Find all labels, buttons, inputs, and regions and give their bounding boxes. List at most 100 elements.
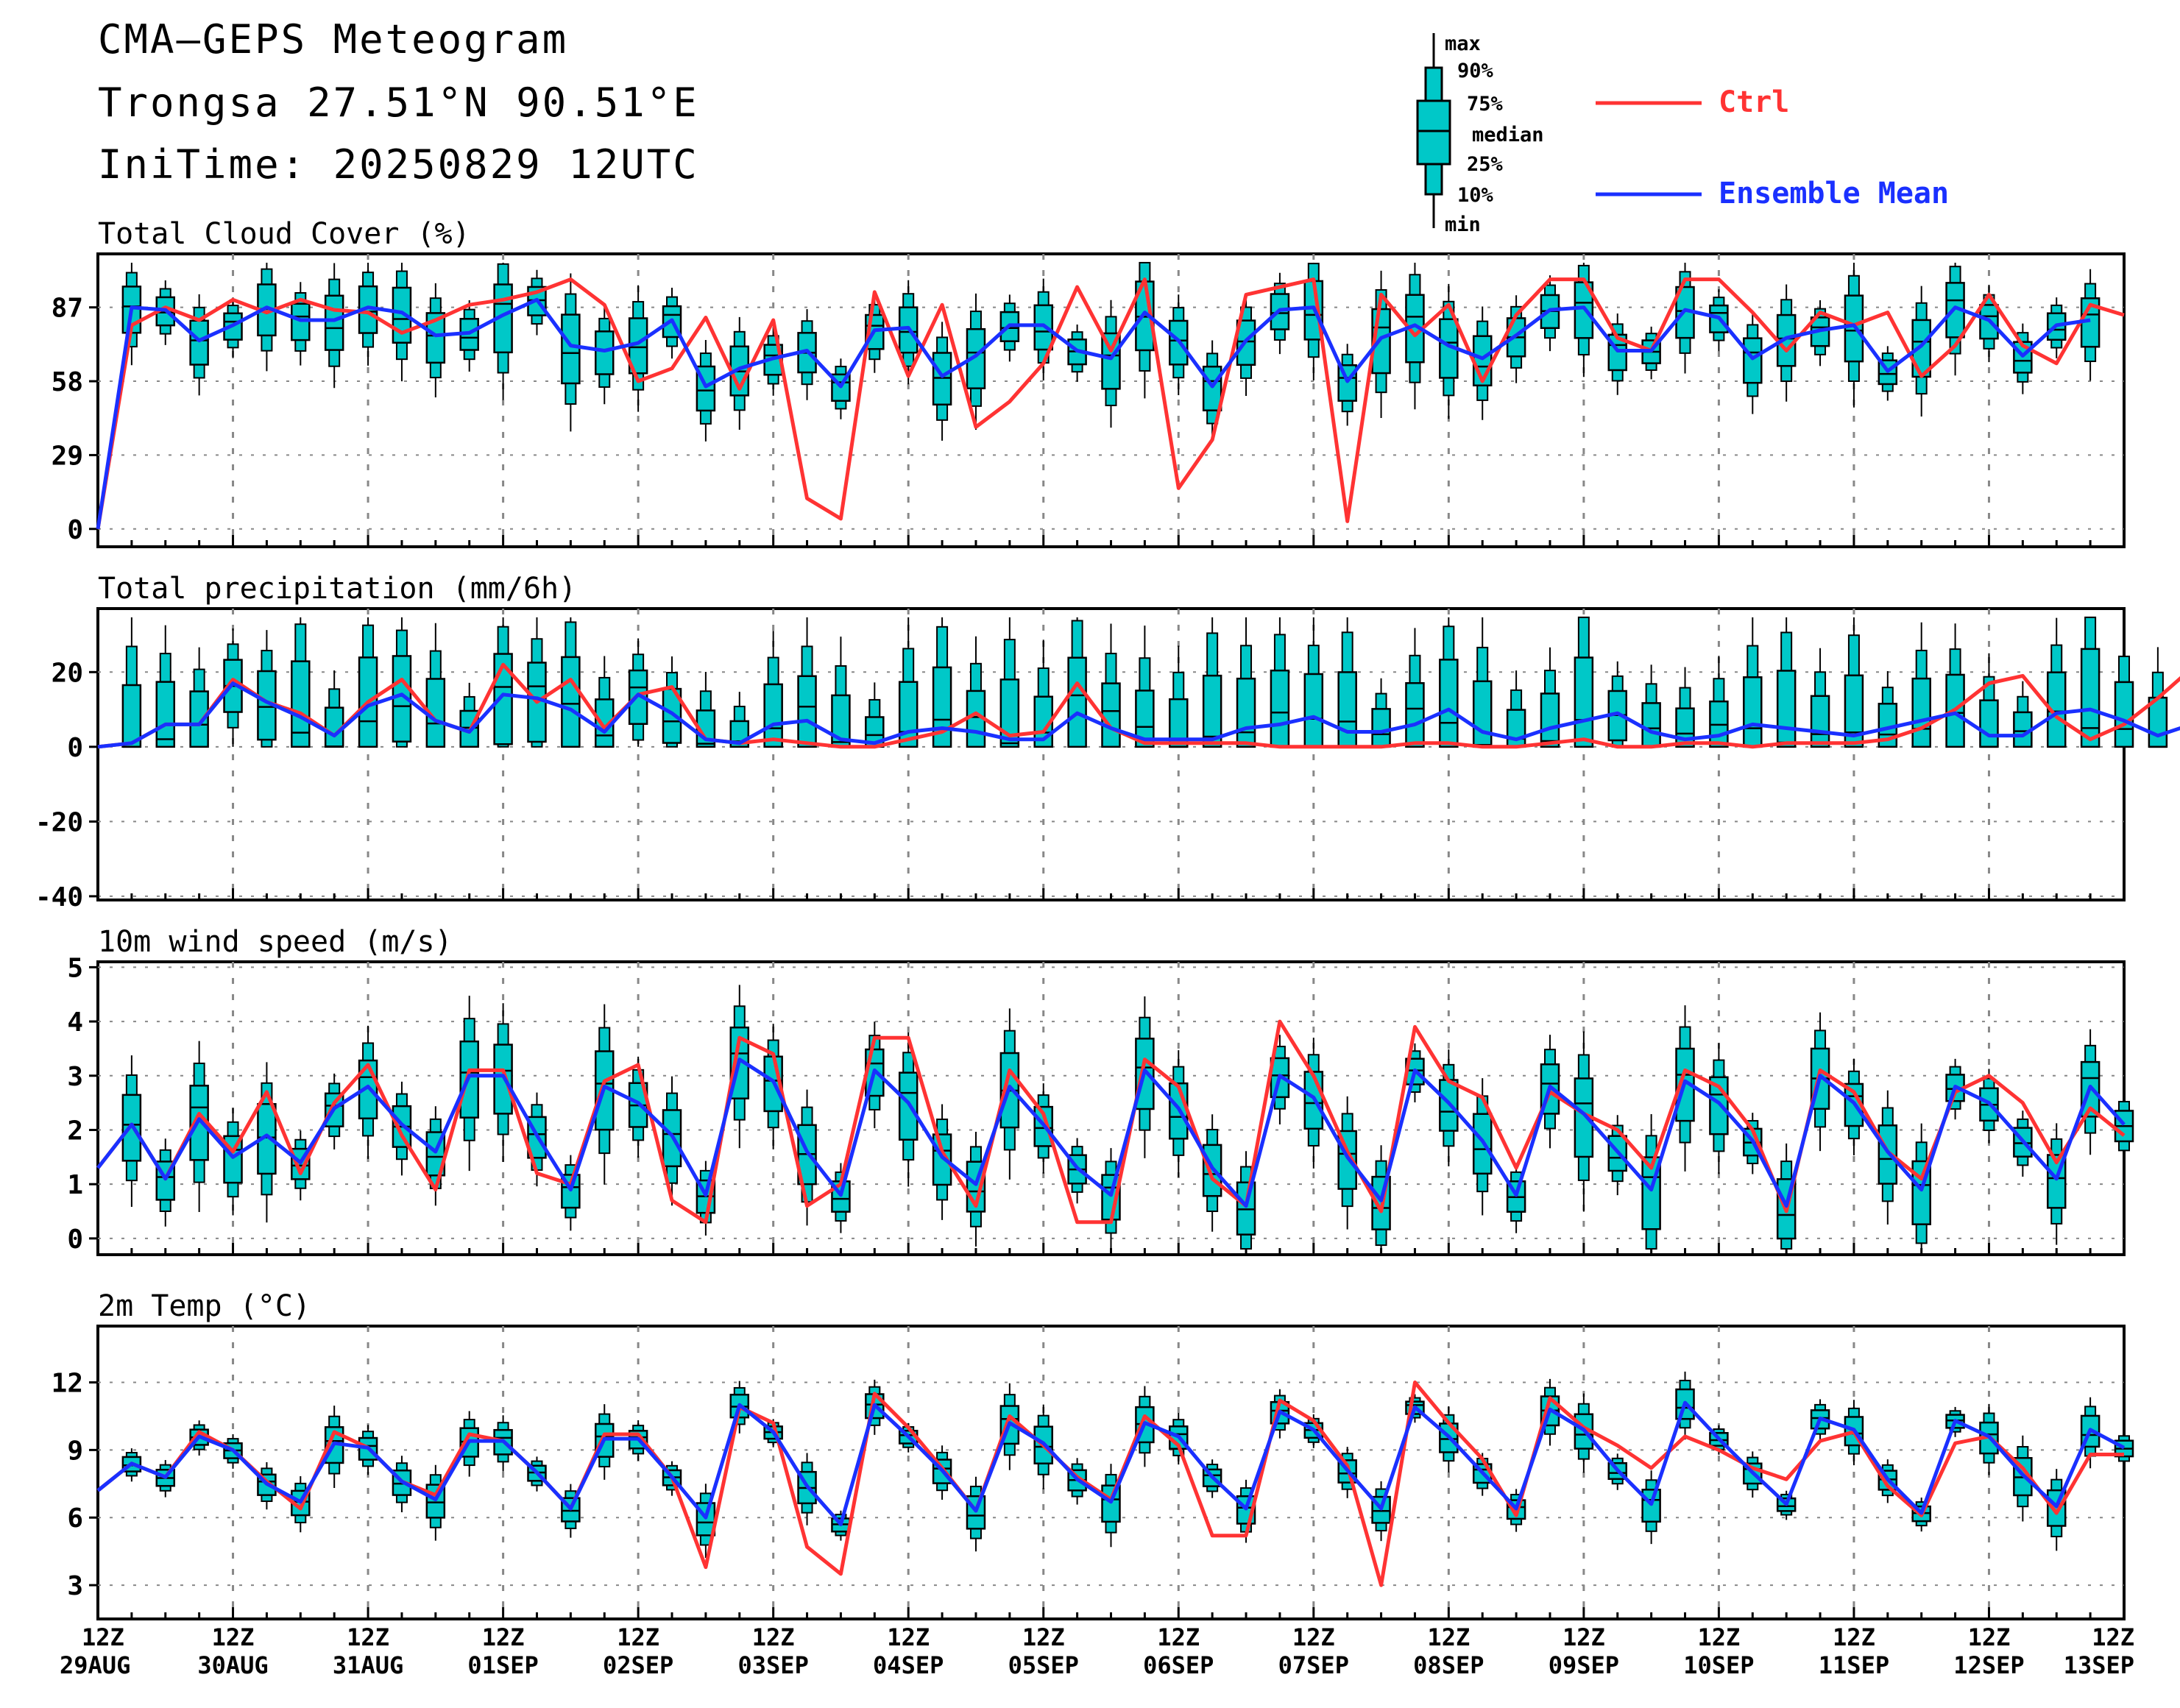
y-tick-label: 3 <box>67 1571 83 1601</box>
x-date-label: 31AUG <box>333 1651 403 1679</box>
legend-ctrl-label: Ctrl <box>1719 85 1789 119</box>
panel-title: Total precipitation (mm/6h) <box>98 572 576 606</box>
x-hour-label: 12Z <box>617 1623 659 1651</box>
box-25-75 <box>291 660 311 748</box>
x-hour-label: 12Z <box>82 1623 124 1651</box>
box-25-75 <box>1810 695 1830 748</box>
legend: max 90% 75% median 25% 10% min Ctrl Ensemble Mea… <box>1416 32 1949 236</box>
ensemble-box <box>1945 262 1965 376</box>
ensemble-box <box>121 617 142 748</box>
box-25-75 <box>1574 656 1594 748</box>
ensemble-box <box>2114 1431 2134 1468</box>
ensemble-box <box>1303 617 1324 748</box>
ensemble-box <box>493 617 513 748</box>
box-25-75 <box>1472 680 1493 748</box>
ensemble-box <box>1743 617 1763 748</box>
legend-box-label: 10% <box>1457 184 1494 207</box>
x-date-label: 05SEP <box>1008 1651 1079 1679</box>
x-hour-label: 12Z <box>1833 1623 1875 1651</box>
ensemble-box <box>1945 623 1965 748</box>
x-hour-label: 12Z <box>1292 1623 1335 1651</box>
ensemble-box <box>1844 1400 1864 1466</box>
ensemble-box <box>2013 1110 2033 1177</box>
x-date-label: 10SEP <box>1683 1651 1754 1679</box>
ensemble-box <box>257 262 277 372</box>
box-25-75 <box>1303 673 1324 748</box>
y-tick-label: 12 <box>52 1369 83 1399</box>
box-25-75 <box>1776 670 1797 748</box>
panel-1: Total precipitation (mm/6h) -40 -20 0 20 <box>35 572 2180 913</box>
x-hour-label: 12Z <box>1698 1623 1741 1651</box>
panel-title: 10m wind speed (m/s) <box>98 925 453 959</box>
x-hour-label: 12Z <box>2092 1623 2134 1651</box>
box-25-75 <box>121 684 142 748</box>
ensemble-box <box>2046 1123 2067 1245</box>
ensemble-box <box>898 617 919 748</box>
ensemble-mean-series-line <box>96 1057 2126 1208</box>
location-label: Trongsa 27.51°N 90.51°E <box>98 79 699 126</box>
box-25-75 <box>1101 682 1121 748</box>
y-tick-label: 0 <box>67 1225 83 1255</box>
ensemble-box <box>189 294 209 396</box>
panel-title: Total Cloud Cover (%) <box>98 217 470 251</box>
ensemble-box <box>1979 653 1999 748</box>
legend-box-label: 25% <box>1467 153 1504 176</box>
box-25-75 <box>1844 294 1864 363</box>
ensemble-box <box>966 1132 986 1247</box>
ensemble-box <box>1574 616 1594 748</box>
ensemble-box <box>1067 325 1087 382</box>
box-25-75 <box>1202 365 1222 411</box>
ensemble-box <box>662 1076 682 1206</box>
ensemble-box <box>1337 344 1357 426</box>
ensemble-box <box>696 340 716 442</box>
box-25-75 <box>797 675 817 748</box>
ensemble-box <box>1776 617 1797 748</box>
legend-box-label: min <box>1445 213 1481 236</box>
ensemble-box <box>1810 648 1830 748</box>
ensemble-box <box>932 322 952 441</box>
ensemble-box <box>1574 1393 1594 1473</box>
ensemble-box <box>459 682 479 748</box>
box-25-75 <box>155 681 176 748</box>
ensemble-box <box>493 262 513 400</box>
ensemble-box <box>932 617 952 748</box>
x-date-label: 12SEP <box>1953 1651 2024 1679</box>
box-25-75 <box>1236 677 1256 748</box>
box-25-75 <box>1911 677 1931 748</box>
box-25-75 <box>1979 699 1999 748</box>
ensemble-box <box>2114 630 2134 748</box>
x-date-label: 01SEP <box>467 1651 538 1679</box>
ensemble-box <box>1236 1151 1256 1250</box>
ensemble-box <box>291 282 311 366</box>
ensemble-box <box>1506 670 1526 748</box>
x-hour-label: 12Z <box>1427 1623 1470 1651</box>
y-tick-label: 3 <box>67 1062 83 1092</box>
ensemble-box <box>2080 616 2101 748</box>
ensemble-box <box>628 285 648 412</box>
box-25-75 <box>189 319 209 366</box>
y-tick-label: -20 <box>35 807 83 837</box>
ensemble-box <box>1202 340 1222 442</box>
ensemble-box <box>257 630 277 748</box>
ensemble-box <box>561 273 581 432</box>
ensemble-box <box>425 623 446 748</box>
ensemble-box <box>223 1108 243 1216</box>
box-25-75 <box>1439 659 1459 748</box>
ensemble-box <box>999 617 1020 748</box>
x-hour-label: 12Z <box>1157 1623 1200 1651</box>
ensemble-box <box>966 1476 986 1552</box>
y-tick-label: 58 <box>52 367 83 397</box>
y-tick-label: 2 <box>67 1116 83 1146</box>
box-25-75 <box>1743 337 1763 384</box>
box-25-75 <box>1371 708 1391 748</box>
ensemble-box <box>1202 617 1222 748</box>
ensemble-box <box>865 682 885 748</box>
box-25-75 <box>898 681 919 748</box>
ensemble-box <box>898 280 919 385</box>
ensemble-box <box>425 1464 446 1541</box>
ensemble-box <box>291 617 311 748</box>
box-25-75 <box>2148 696 2168 748</box>
ensemble-box <box>527 617 547 748</box>
y-tick-label: 9 <box>67 1436 83 1466</box>
